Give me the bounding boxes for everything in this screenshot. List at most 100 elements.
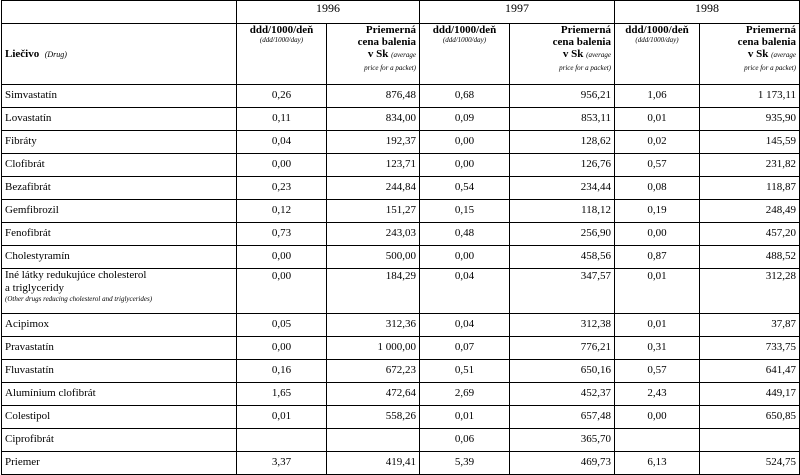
ddd-value-cell: 0,06 xyxy=(419,428,510,452)
price-value-cell: 365,70 xyxy=(509,428,615,452)
ddd-value-cell: 0,01 xyxy=(614,268,700,314)
price-header-sub-inline: (average xyxy=(391,51,416,59)
drug-name: Fluvastatín xyxy=(5,364,54,376)
ddd-value-cell: 0,09 xyxy=(419,107,510,131)
price-value-cell: 192,37 xyxy=(326,130,420,154)
price-header-line2: cena balenia xyxy=(552,36,611,48)
table-row: Fibráty 0,04 192,37 0,00 128,62 0,02 145,59 xyxy=(1,130,800,154)
price-value-cell: 733,75 xyxy=(699,336,800,360)
ddd-value-cell: 0,31 xyxy=(614,336,700,360)
ddd-value-cell: 0,00 xyxy=(236,153,327,177)
ddd-header-1997: ddd/1000/deň (ddd/1000/day) xyxy=(419,23,510,85)
price-value-cell: 853,11 xyxy=(509,107,615,131)
ddd-value-cell xyxy=(614,428,700,452)
price-value-cell: 935,90 xyxy=(699,107,800,131)
price-value-cell: 1 000,00 xyxy=(326,336,420,360)
ddd-value-cell: 0,04 xyxy=(236,130,327,154)
ddd-value-cell: 0,00 xyxy=(614,405,700,429)
price-header-sub-rest: price for a packet) xyxy=(559,64,611,72)
price-value-cell: 118,12 xyxy=(509,199,615,223)
price-header-line3: v Sk xyxy=(367,48,389,60)
ddd-value-cell: 0,04 xyxy=(419,268,510,314)
ddd-value-cell: 0,00 xyxy=(419,130,510,154)
drug-name: Ciprofibrát xyxy=(5,433,54,445)
price-value-cell: 243,03 xyxy=(326,222,420,246)
price-header-sub-rest: price for a packet) xyxy=(364,64,416,72)
price-value-cell: 1 173,11 xyxy=(699,84,800,108)
price-value-cell: 231,82 xyxy=(699,153,800,177)
ddd-value-cell: 0,19 xyxy=(614,199,700,223)
year-header-1996: 1996 xyxy=(236,0,420,24)
ddd-value-cell: 6,13 xyxy=(614,451,700,475)
table-row: Clofibrát 0,00 123,71 0,00 126,76 0,57 231,82 xyxy=(1,153,800,177)
table-row: Ciprofibrát 0,06 365,70 xyxy=(1,428,800,452)
price-value-cell: 449,17 xyxy=(699,382,800,406)
price-value-cell: 256,90 xyxy=(509,222,615,246)
price-value-cell: 37,87 xyxy=(699,313,800,337)
ddd-header-1998: ddd/1000/deň (ddd/1000/day) xyxy=(614,23,700,85)
drug-name-cell: Priemer xyxy=(1,451,237,475)
price-header-sub-rest: price for a packet) xyxy=(744,64,796,72)
drug-header-label: Liečivo xyxy=(5,48,40,60)
drug-name-cell: Alumínium clofibrát xyxy=(1,382,237,406)
ddd-value-cell: 0,01 xyxy=(236,405,327,429)
drug-name-cell: Cholestyramín xyxy=(1,245,237,269)
ddd-value-cell: 0,05 xyxy=(236,313,327,337)
drug-name: Iné látky redukujúce cholesterol xyxy=(5,269,147,282)
price-value-cell: 457,20 xyxy=(699,222,800,246)
price-value-cell: 312,36 xyxy=(326,313,420,337)
price-value-cell: 472,64 xyxy=(326,382,420,406)
drug-name-line2: a triglyceridy xyxy=(5,282,64,294)
drug-name: Lovastatín xyxy=(5,112,52,124)
price-header-line1: Priemerná xyxy=(560,24,611,37)
drug-name: Acipimox xyxy=(5,318,49,330)
table-row: Iné látky redukujúce cholesterol a trigly… xyxy=(1,268,800,314)
ddd-header-label: ddd/1000/deň xyxy=(625,24,689,37)
price-value-cell xyxy=(326,428,420,452)
price-header-line1: Priemerná xyxy=(365,24,416,37)
ddd-value-cell xyxy=(236,428,327,452)
price-value-cell: 524,75 xyxy=(699,451,800,475)
price-value-cell: 123,71 xyxy=(326,153,420,177)
drug-name: Cholestyramín xyxy=(5,250,70,262)
ddd-value-cell: 0,01 xyxy=(419,405,510,429)
drug-name: Priemer xyxy=(5,456,40,468)
column-header-row: Liečivo (Drug) ddd/1000/deň (ddd/1000/da… xyxy=(1,23,800,85)
table-body: Simvastatín 0,26 876,48 0,68 956,21 1,06 1 173… xyxy=(1,84,800,475)
corner-cell xyxy=(1,0,237,24)
ddd-value-cell: 0,15 xyxy=(419,199,510,223)
ddd-header-label: ddd/1000/deň xyxy=(432,24,497,37)
price-value-cell: 500,00 xyxy=(326,245,420,269)
drug-name-cell: Acipimox xyxy=(1,313,237,337)
drug-column-header: Liečivo (Drug) xyxy=(1,23,237,85)
ddd-value-cell: 0,01 xyxy=(614,313,700,337)
price-value-cell: 312,38 xyxy=(509,313,615,337)
ddd-value-cell: 0,54 xyxy=(419,176,510,200)
table-row: Alumínium clofibrát 1,65 472,64 2,69 452,37 2… xyxy=(1,382,800,406)
ddd-value-cell: 0,51 xyxy=(419,359,510,383)
ddd-value-cell: 0,02 xyxy=(614,130,700,154)
table-row: Fluvastatín 0,16 672,23 0,51 650,16 0,57 641,4… xyxy=(1,359,800,383)
ddd-value-cell: 0,08 xyxy=(614,176,700,200)
price-header-1996: Priemerná cena balenia v Sk (average pri… xyxy=(326,23,420,85)
drug-header-sub: (Drug) xyxy=(44,50,67,59)
ddd-header-sub: (ddd/1000/day) xyxy=(635,36,679,44)
drug-name-cell: Fenofibrát xyxy=(1,222,237,246)
price-value-cell: 118,87 xyxy=(699,176,800,200)
drug-name: Fenofibrát xyxy=(5,227,51,239)
ddd-value-cell: 5,39 xyxy=(419,451,510,475)
drug-name-cell: Bezafibrát xyxy=(1,176,237,200)
drug-name-cell: Iné látky redukujúce cholesterol a trigly… xyxy=(1,268,237,314)
ddd-value-cell: 0,01 xyxy=(614,107,700,131)
drug-name: Pravastatín xyxy=(5,341,54,353)
ddd-value-cell: 0,57 xyxy=(614,359,700,383)
drug-name: Clofibrát xyxy=(5,158,45,170)
ddd-value-cell: 0,12 xyxy=(236,199,327,223)
ddd-value-cell: 2,69 xyxy=(419,382,510,406)
drug-name-cell: Simvastatín xyxy=(1,84,237,108)
ddd-value-cell: 0,11 xyxy=(236,107,327,131)
price-value-cell: 128,62 xyxy=(509,130,615,154)
price-value-cell: 458,56 xyxy=(509,245,615,269)
price-value-cell: 641,47 xyxy=(699,359,800,383)
ddd-value-cell: 0,48 xyxy=(419,222,510,246)
